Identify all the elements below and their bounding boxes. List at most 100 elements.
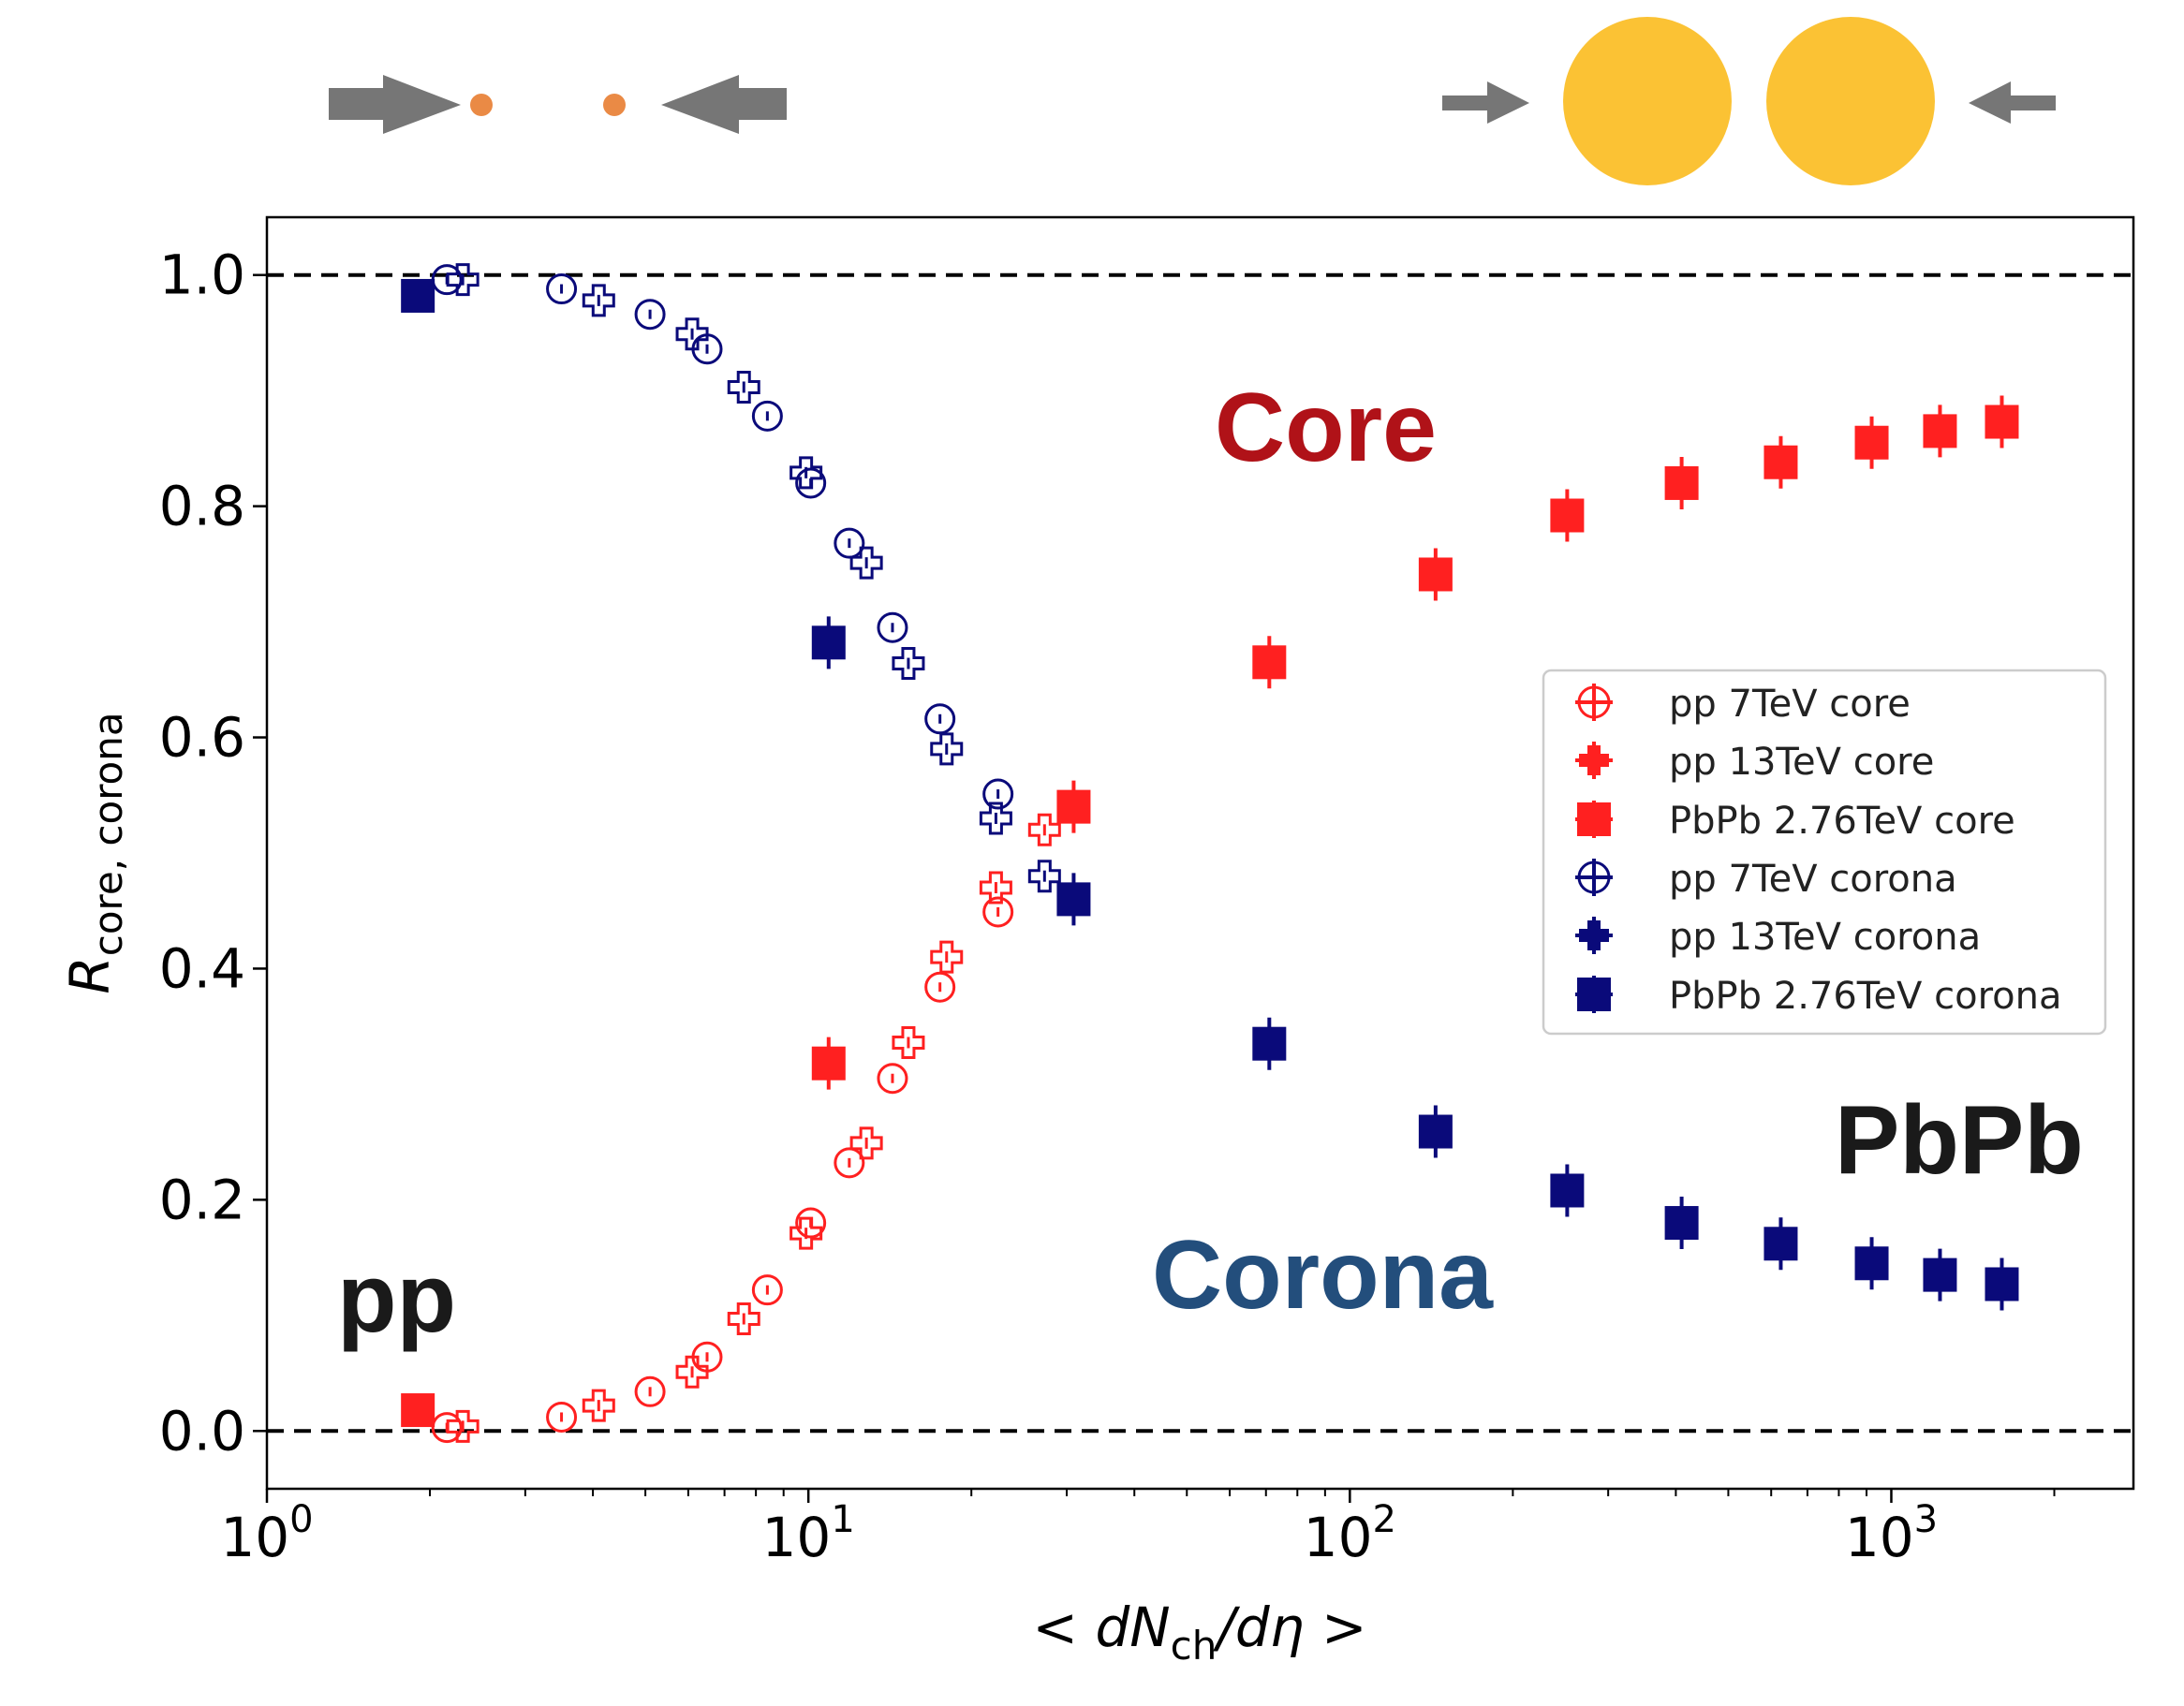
series-5-point-square bbox=[1550, 1173, 1585, 1208]
legend-marker-2 bbox=[1575, 801, 1613, 838]
series-5-point bbox=[1550, 1164, 1585, 1217]
series-1-point bbox=[727, 1302, 760, 1336]
series-4 bbox=[446, 263, 1061, 893]
pbpb-right-arrow-icon bbox=[1969, 81, 2056, 124]
series-1-point-cross bbox=[789, 1216, 823, 1250]
pp-annotation: pp bbox=[337, 1244, 456, 1353]
series-5-point bbox=[1664, 1197, 1699, 1250]
series-5 bbox=[401, 278, 2019, 1311]
series-4-point-cross bbox=[789, 456, 823, 490]
x-tick-label: 100 bbox=[220, 1498, 313, 1569]
series-4-point bbox=[727, 370, 760, 404]
pbpb-annotation: PbPb bbox=[1835, 1086, 2084, 1195]
x-tick-label: 103 bbox=[1845, 1498, 1938, 1569]
series-3-point bbox=[877, 611, 908, 643]
series-0-point-ring bbox=[982, 896, 1014, 928]
series-2-point bbox=[1763, 435, 1798, 489]
series-2-point bbox=[811, 1037, 846, 1090]
series-5-point-square bbox=[1985, 1267, 2019, 1302]
series-1-point-cross bbox=[727, 1302, 760, 1336]
legend-marker-3 bbox=[1575, 859, 1613, 896]
series-5-point-square bbox=[401, 278, 435, 313]
y-tick-label: 0.0 bbox=[159, 1399, 245, 1463]
pbpb-nucleus-right-icon bbox=[1766, 17, 1935, 185]
series-0-point-ring bbox=[834, 1147, 865, 1179]
series-0-point bbox=[634, 1375, 666, 1407]
y-tick-label: 1.0 bbox=[159, 243, 245, 307]
pp-proton-left-icon bbox=[470, 94, 493, 116]
legend-label-pbpb-core: PbPb 2.76TeV core bbox=[1669, 800, 2015, 843]
series-5-point bbox=[401, 278, 435, 313]
series-1-point bbox=[930, 940, 964, 974]
series-5-point-square bbox=[1854, 1246, 1889, 1281]
legend-label-pbpb-corona: PbPb 2.76TeV corona bbox=[1669, 975, 2062, 1018]
series-3-point bbox=[751, 400, 783, 432]
series-4-point bbox=[446, 263, 480, 297]
series-0-point-ring bbox=[795, 1207, 827, 1239]
series-5-point bbox=[1985, 1257, 2019, 1311]
series-1-point-cross bbox=[849, 1126, 883, 1160]
series-1-point-cross bbox=[930, 940, 964, 974]
series-2-point bbox=[1664, 456, 1699, 509]
series-1-point bbox=[675, 1355, 709, 1389]
series-1-point bbox=[1027, 813, 1061, 846]
series-1-point-cross bbox=[1027, 813, 1061, 846]
series-1-point bbox=[979, 871, 1012, 904]
legend-marker-1 bbox=[1575, 742, 1613, 779]
series-4-point bbox=[849, 546, 883, 580]
series-5-point-square bbox=[811, 625, 846, 660]
series-3-point-ring bbox=[877, 611, 908, 643]
series-4-point bbox=[582, 284, 615, 317]
series-2-point-square bbox=[401, 1393, 435, 1428]
legend-marker-4 bbox=[1575, 917, 1613, 954]
series-2-point-square bbox=[1763, 445, 1798, 479]
series-4-point bbox=[789, 456, 823, 490]
series-4-point-cross bbox=[930, 732, 964, 766]
series-2-point bbox=[1550, 489, 1585, 542]
series-3-point-ring bbox=[546, 273, 578, 305]
series-2-point bbox=[1854, 416, 1889, 469]
series-1-point-cross bbox=[979, 871, 1012, 904]
x-tick-label: 102 bbox=[1304, 1498, 1396, 1569]
series-4-point bbox=[675, 317, 709, 351]
core-annotation: Core bbox=[1215, 374, 1437, 482]
series-3-point bbox=[634, 299, 666, 331]
legend-marker-3-ring bbox=[1577, 860, 1611, 894]
legend-markers bbox=[1575, 684, 1613, 1013]
series-4-point-cross bbox=[892, 647, 925, 681]
series-2-point-square bbox=[1252, 645, 1287, 680]
series-3-point-ring bbox=[834, 527, 865, 559]
legend-label-pp7-core: pp 7TeV core bbox=[1669, 683, 1911, 726]
series-5-point-square bbox=[1923, 1257, 1957, 1292]
series-4-point-cross bbox=[675, 317, 709, 351]
series-4-point-cross bbox=[1027, 860, 1061, 893]
series-2-point-square bbox=[1418, 557, 1453, 592]
legend-marker-1-hb bbox=[1579, 754, 1609, 767]
legend-label-pp7-corona: pp 7TeV corona bbox=[1669, 858, 1957, 901]
series-5-point bbox=[811, 616, 846, 669]
x-axis-ticks: 100 101 102 103 bbox=[220, 1489, 2056, 1569]
series-2-point bbox=[401, 1393, 435, 1428]
series-5-point bbox=[1763, 1217, 1798, 1271]
legend-marker-4-hb bbox=[1579, 929, 1609, 942]
series-1-point-cross bbox=[582, 1389, 615, 1422]
series-3-point-ring bbox=[795, 467, 827, 499]
series-3-point bbox=[982, 778, 1014, 810]
series-0-point-ring bbox=[877, 1063, 908, 1095]
series-0-point bbox=[834, 1147, 865, 1179]
series-2-point bbox=[1056, 780, 1091, 833]
series-3-point-ring bbox=[982, 778, 1014, 810]
series-4-point bbox=[892, 647, 925, 681]
series-1 bbox=[446, 813, 1061, 1443]
legend-box bbox=[1542, 669, 2107, 1036]
series-2-point-square bbox=[1985, 404, 2019, 439]
series-4-point bbox=[979, 802, 1012, 835]
series-2-point bbox=[1252, 636, 1287, 689]
series-2 bbox=[401, 395, 2019, 1428]
series-5-point-square bbox=[1763, 1227, 1798, 1261]
series-4-point bbox=[1027, 860, 1061, 893]
series-2-point-square bbox=[1056, 789, 1091, 824]
series-2-point-square bbox=[811, 1046, 846, 1081]
